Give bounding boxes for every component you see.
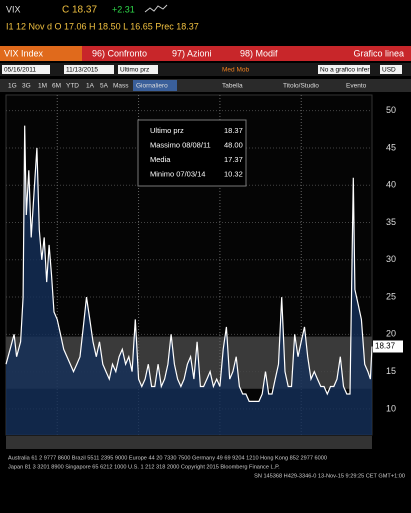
y-tick-label: 30 <box>386 254 396 264</box>
sparkline-icon <box>144 4 168 13</box>
legend-label: Massimo 08/08/11 <box>150 140 211 149</box>
field-text: 05/16/2011 <box>4 67 36 74</box>
change: +2.31 <box>112 4 135 14</box>
menu-item[interactable]: 98) Modif <box>240 48 278 58</box>
y-tick-label: 25 <box>386 291 396 301</box>
last-price: 18.37 <box>375 342 396 351</box>
field[interactable] <box>318 65 370 74</box>
legend-label: Media <box>150 155 171 164</box>
field[interactable] <box>380 65 402 74</box>
y-tick-label: 40 <box>386 180 396 190</box>
legend-box <box>137 119 247 187</box>
toolbar-button[interactable]: 5A <box>100 83 109 90</box>
field[interactable] <box>64 65 114 74</box>
y-tick-label: 45 <box>386 142 396 152</box>
legend-label: Ultimo prz <box>150 126 184 135</box>
y-tick-label: 50 <box>386 105 396 115</box>
quote-line: I1 12 Nov d O 17.06 H 18.50 L 16.65 Prec… <box>6 21 199 31</box>
legend: Ultimo prz 18.37 Massimo 08/08/11 48.00 Medi… <box>150 126 243 179</box>
field[interactable] <box>2 65 50 74</box>
last-price-box <box>373 340 403 353</box>
toolbar-button[interactable]: 1A <box>86 83 95 90</box>
legend-value: 17.37 <box>224 155 243 164</box>
field-text: No a grafico infer <box>320 67 370 74</box>
toolbar-button[interactable]: 6M <box>52 83 61 90</box>
line <box>5 125 373 402</box>
y-tick-label: 20 <box>386 329 396 339</box>
toolbar-button[interactable]: 1M <box>38 83 47 90</box>
toolbar-button[interactable]: Titolo/Studio <box>283 83 319 90</box>
menu-bar <box>0 46 411 61</box>
plot: 1015202530354045502011201220132014201518… <box>5 95 403 449</box>
field-text: USD <box>382 67 396 74</box>
legend-value: 10.32 <box>224 169 243 178</box>
menu-item[interactable]: 97) Azioni <box>172 48 212 58</box>
toolbar-button[interactable]: 1G <box>8 83 17 90</box>
legend-label: Minimo 07/03/14 <box>150 169 205 178</box>
footer-line: Australia 61 2 9777 8600 Brazil 5511 239… <box>8 455 327 461</box>
menu-item[interactable]: 96) Confronto <box>92 48 147 58</box>
area <box>6 125 372 435</box>
y-tick-label: 35 <box>386 217 396 227</box>
y-tick-label: 15 <box>386 366 396 376</box>
toolbar-button[interactable]: 3G <box>22 83 31 90</box>
field-text: 11/13/2015 <box>66 67 98 74</box>
selected-button <box>133 80 177 91</box>
menu-item[interactable]: Grafico linea <box>353 48 404 58</box>
y-tick-label: 10 <box>386 403 396 413</box>
toolbar-1-items: 05/16/2011 11/13/2015 Ultimo prz Med Mob No … <box>2 65 402 74</box>
field[interactable] <box>220 65 256 74</box>
footer: Australia 61 2 9777 8600 Brazil 5511 239… <box>8 455 405 479</box>
toolbar-button[interactable]: Evento <box>346 83 367 90</box>
menu: VIX Index 96) Confronto 97) Azioni 98) Modi… <box>4 48 404 58</box>
footer-line: SN 145368 H429-3346-0 13-Nov-15 9:29:25 … <box>254 473 405 479</box>
field-text: Ultimo prz <box>120 67 149 74</box>
footer-line: Japan 81 3 3201 8900 Singapore 65 6212 1… <box>8 464 280 470</box>
security-box <box>0 46 82 61</box>
toolbar-2 <box>0 79 411 92</box>
menu-item[interactable]: VIX Index <box>4 48 44 58</box>
ticker: VIX <box>6 4 21 14</box>
toolbar-button[interactable]: Mass <box>113 83 129 90</box>
price: C 18.37 <box>62 5 97 16</box>
toolbar-button[interactable]: Tabella <box>222 83 243 90</box>
field[interactable] <box>118 65 158 74</box>
toolbar-2-items: 1G 3G 1M 6M YTD 1A 5A Mass Giornaliero Tabella Tit… <box>8 80 367 91</box>
legend-value: 18.37 <box>224 126 243 135</box>
toolbar-button[interactable]: Giornaliero <box>136 83 168 90</box>
legend-value: 48.00 <box>224 140 243 149</box>
x-axis-bar <box>6 436 372 449</box>
field-text: Med Mob <box>222 67 249 74</box>
toolbar-button[interactable]: YTD <box>66 83 79 90</box>
